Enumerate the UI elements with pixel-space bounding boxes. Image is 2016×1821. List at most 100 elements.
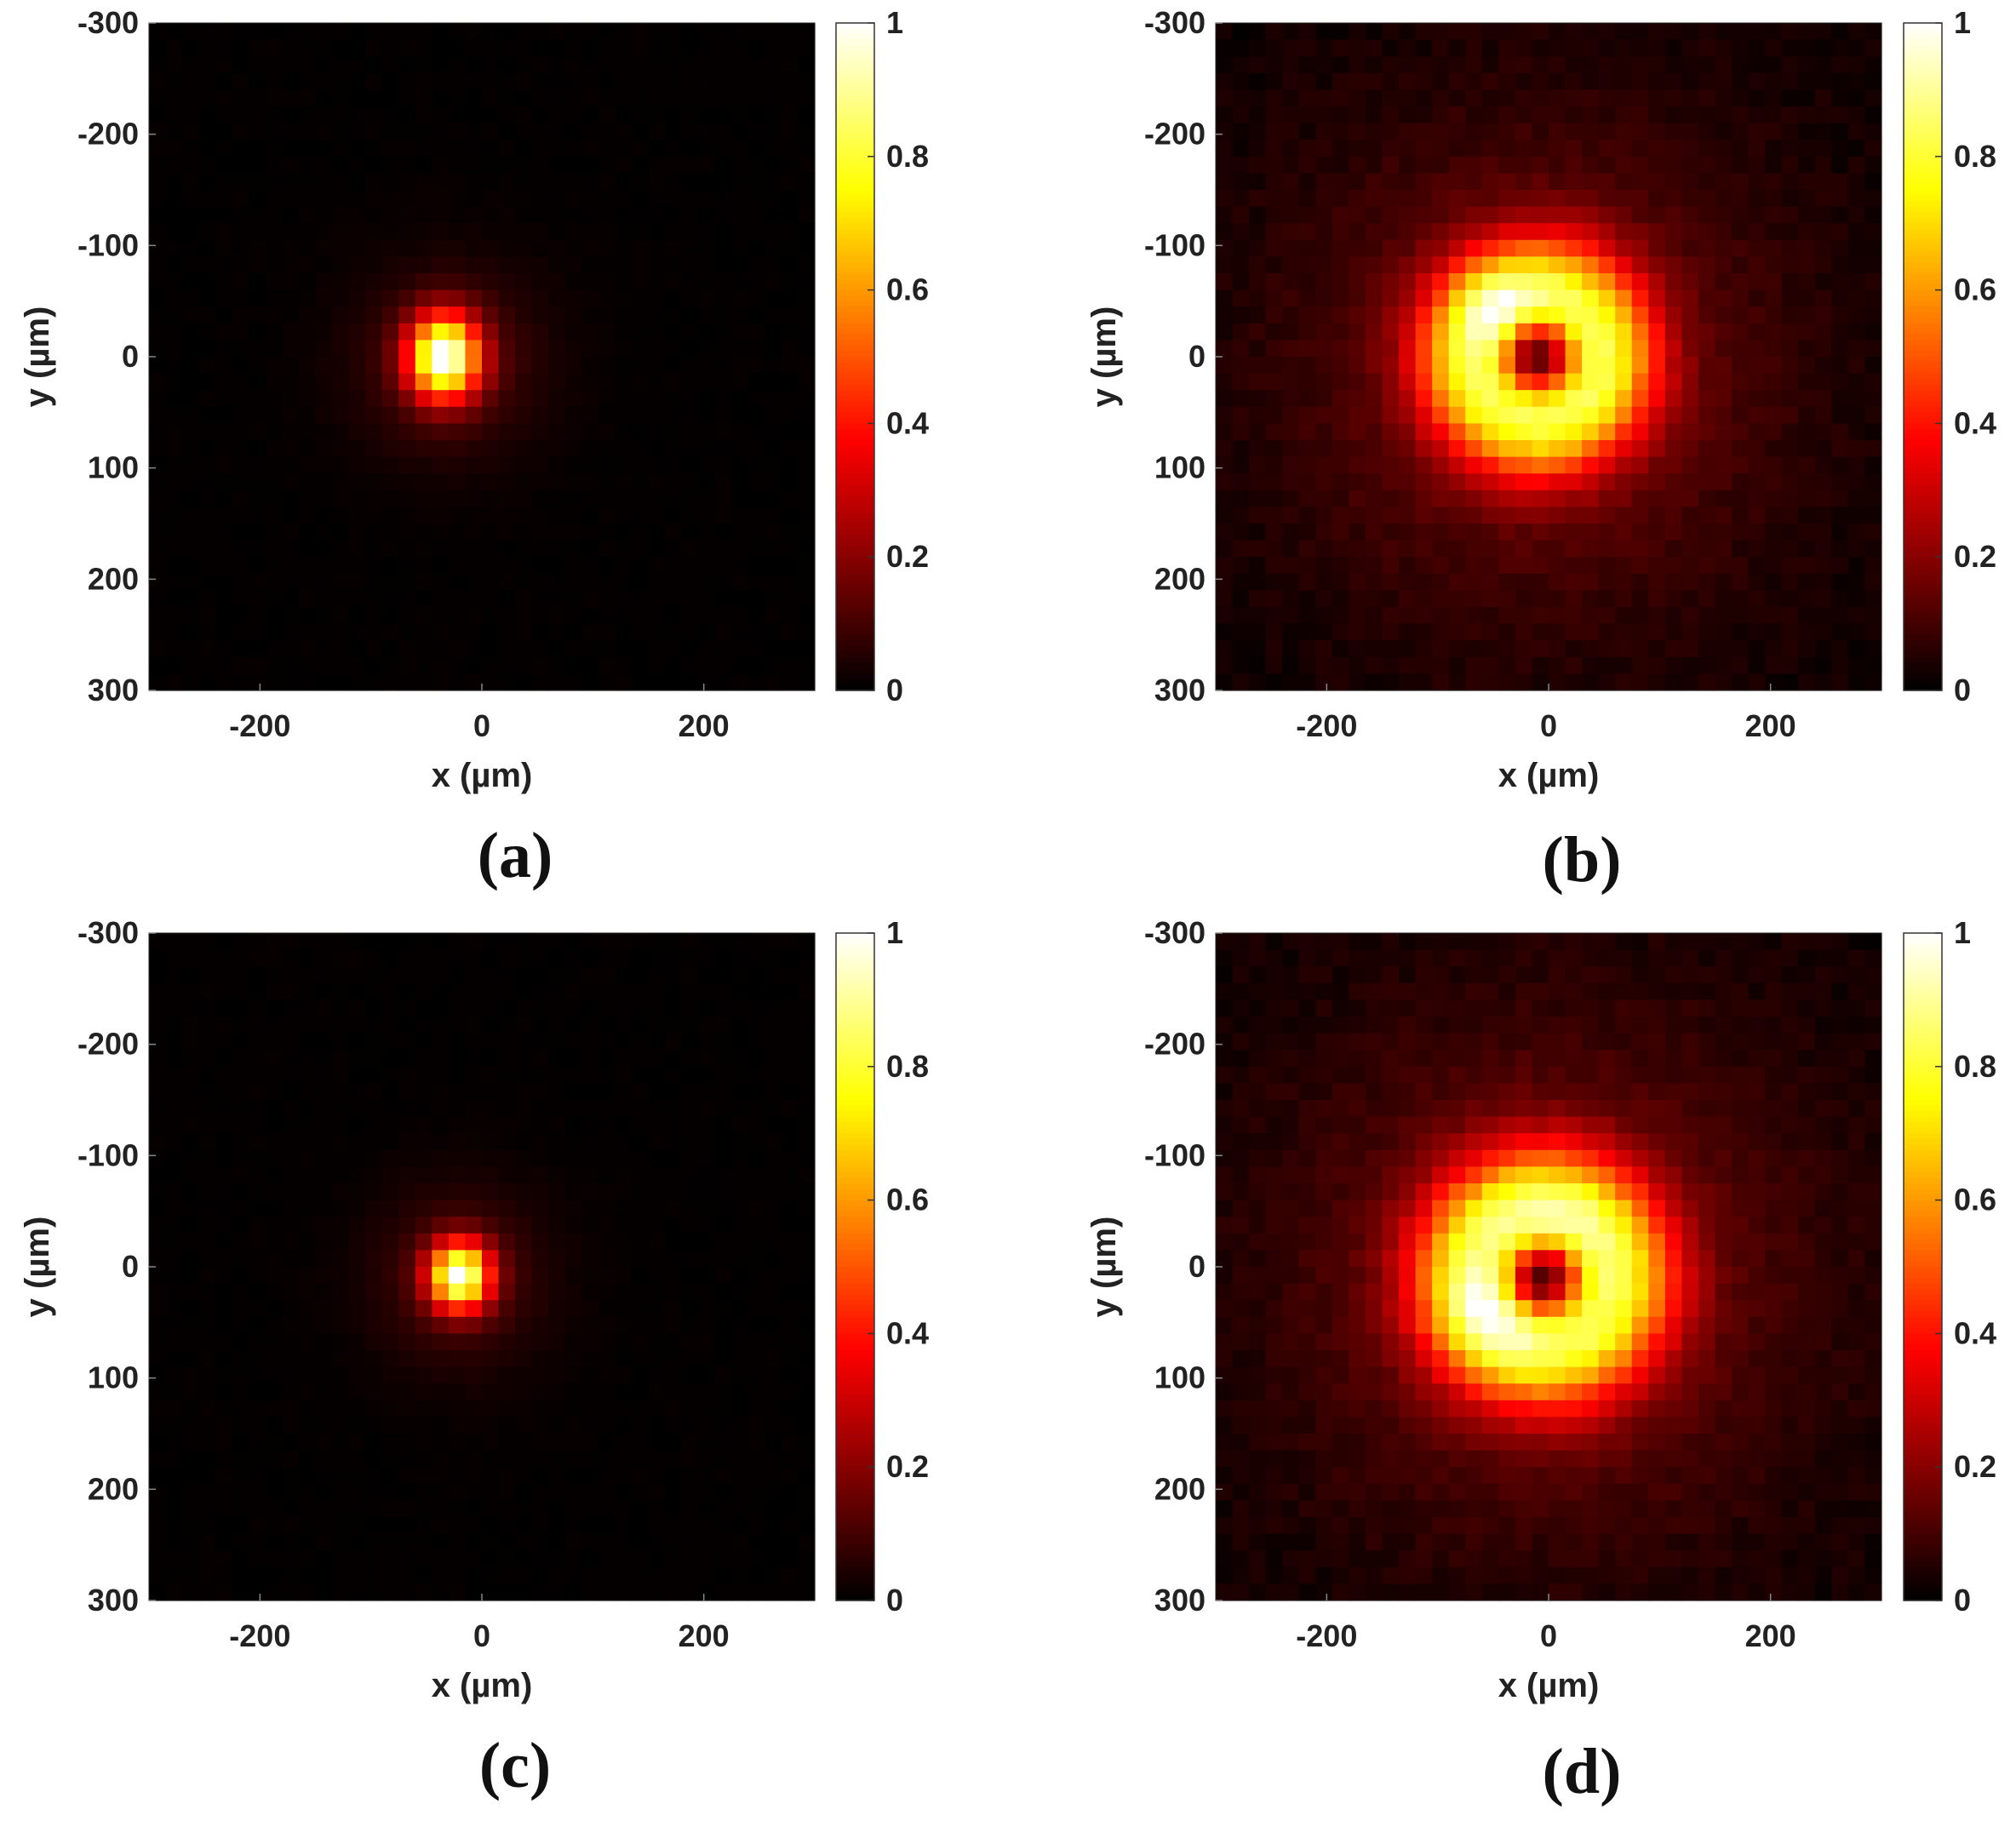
heatmap-cell — [1315, 390, 1333, 408]
heatmap-cell — [665, 949, 683, 967]
heatmap-cell — [398, 999, 416, 1017]
heatmap-cell — [1315, 306, 1333, 324]
heatmap-cell — [1681, 39, 1699, 57]
heatmap-cell — [1465, 656, 1483, 674]
heatmap-cell — [315, 1149, 333, 1167]
heatmap-cell — [631, 1100, 650, 1118]
heatmap-cell — [432, 440, 450, 458]
heatmap-cell — [1631, 239, 1649, 257]
heatmap-cell — [1448, 106, 1466, 124]
heatmap-cell — [798, 982, 816, 1000]
colorbar-segment — [1904, 417, 1942, 424]
heatmap-cell — [498, 357, 516, 375]
heatmap-cell — [1781, 573, 1799, 591]
heatmap-cell — [1631, 140, 1649, 157]
colorbar-segment — [836, 456, 874, 463]
heatmap-cell — [631, 89, 650, 107]
heatmap-cell — [365, 373, 383, 391]
heatmap-cell — [198, 933, 216, 951]
heatmap-cell — [798, 106, 816, 124]
heatmap-cell — [1232, 590, 1250, 608]
heatmap-cell — [365, 89, 383, 107]
heatmap-cell — [198, 573, 216, 591]
heatmap-cell — [765, 507, 782, 524]
heatmap-cell — [365, 933, 383, 951]
heatmap-cell — [648, 406, 666, 424]
heatmap-cell — [1315, 340, 1333, 358]
heatmap-cell — [1798, 490, 1816, 507]
heatmap-cell — [798, 1366, 816, 1384]
heatmap-cell — [215, 640, 233, 658]
heatmap-cell — [432, 524, 450, 541]
heatmap-cell — [149, 357, 167, 375]
heatmap-cell — [1448, 590, 1466, 608]
heatmap-cell — [1415, 357, 1433, 375]
heatmap-cell — [531, 1316, 549, 1334]
heatmap-cell — [1549, 490, 1566, 507]
heatmap-cell — [1465, 239, 1483, 257]
heatmap-cell — [681, 156, 699, 174]
heatmap-cell — [232, 72, 249, 90]
heatmap-cell — [265, 540, 283, 558]
heatmap-cell — [1498, 524, 1516, 541]
heatmap-cell — [415, 999, 432, 1017]
heatmap-cell — [1315, 56, 1333, 74]
heatmap-cell — [482, 89, 500, 107]
heatmap-cell — [465, 357, 483, 375]
heatmap-cell — [265, 1116, 283, 1134]
heatmap-cell — [1781, 289, 1799, 307]
heatmap-cell — [1498, 673, 1516, 691]
heatmap-cell — [631, 156, 650, 174]
heatmap-cell — [1748, 540, 1766, 558]
heatmap-cell — [1432, 206, 1450, 224]
heatmap-cell — [415, 1183, 432, 1201]
heatmap-cell — [698, 273, 716, 291]
heatmap-cell — [515, 106, 533, 124]
heatmap-cell — [1298, 72, 1316, 90]
heatmap-cell — [332, 456, 350, 474]
heatmap-cell — [564, 1400, 582, 1417]
heatmap-cell — [381, 982, 399, 1000]
heatmap-cell — [448, 1183, 467, 1201]
heatmap-cell — [198, 1166, 216, 1184]
heatmap-cell — [681, 190, 699, 208]
heatmap-cell — [1298, 56, 1316, 74]
heatmap-cell — [1631, 473, 1649, 491]
heatmap-cell — [448, 524, 467, 541]
heatmap-cell — [781, 1100, 799, 1118]
heatmap-cell — [1432, 673, 1450, 691]
heatmap-cell — [415, 607, 432, 625]
heatmap-cell — [1698, 190, 1716, 208]
heatmap-cell — [365, 323, 383, 341]
heatmap-cell — [1582, 507, 1600, 524]
heatmap-cell — [465, 573, 483, 591]
heatmap-cell — [432, 1149, 450, 1167]
heatmap-cell — [1415, 190, 1433, 208]
heatmap-cell — [415, 1333, 432, 1351]
heatmap-cell — [332, 273, 350, 291]
colorbar-segment — [1904, 318, 1942, 324]
heatmap-cell — [1615, 39, 1633, 57]
heatmap-cell — [415, 373, 432, 391]
colorbar-segment — [1904, 72, 1942, 79]
heatmap-cell — [1648, 273, 1666, 291]
colorbar-segment — [836, 34, 874, 41]
heatmap-cell — [665, 406, 683, 424]
heatmap-cell — [515, 223, 533, 241]
heatmap-cell — [432, 156, 450, 174]
heatmap-cell — [365, 1250, 383, 1268]
heatmap-cell — [1232, 623, 1250, 641]
heatmap-cell — [1732, 573, 1750, 591]
heatmap-cell — [781, 1016, 799, 1034]
colorbar-segment — [1904, 601, 1942, 608]
heatmap-cell — [1798, 656, 1816, 674]
heatmap-cell — [1232, 140, 1250, 157]
heatmap-cell — [781, 390, 799, 408]
heatmap-cell — [515, 524, 533, 541]
heatmap-cell — [781, 623, 799, 641]
heatmap-cell — [1532, 39, 1549, 57]
heatmap-cell — [548, 256, 566, 274]
heatmap-cell — [1465, 357, 1483, 375]
heatmap-cell — [298, 357, 317, 375]
heatmap-cell — [1598, 473, 1616, 491]
